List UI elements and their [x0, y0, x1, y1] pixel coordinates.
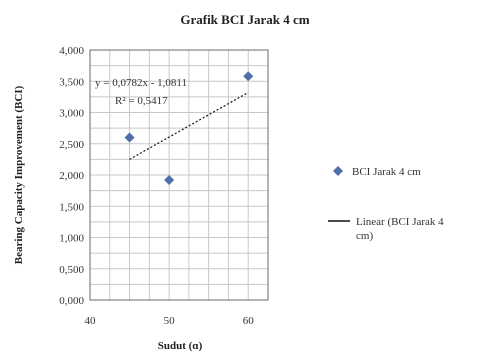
- y-tick-label: 4,000: [59, 45, 84, 57]
- y-axis-ticks: 0,000 0,500 1,000 1,500 2,000 2,500 3,000 3,500…: [59, 45, 84, 307]
- x-axis-ticks: 40 50 60: [85, 315, 255, 327]
- y-tick-label: 1,500: [59, 201, 84, 213]
- y-tick-label: 0,000: [59, 295, 84, 307]
- y-tick-label: 0,500: [59, 264, 84, 276]
- data-point: [164, 175, 175, 185]
- x-axis-label: Sudut (ɑ): [158, 340, 203, 352]
- chart-title: Grafik BCI Jarak 4 cm: [180, 12, 309, 27]
- legend-marker-diamond: [333, 166, 343, 176]
- y-tick-label: 3,000: [59, 108, 84, 120]
- trendline-path: [129, 91, 249, 160]
- x-tick-label: 60: [243, 315, 255, 327]
- data-point: [124, 132, 135, 143]
- legend-item-trendline: Linear (BCI Jarak 4 cm): [356, 216, 446, 242]
- data-points: [124, 71, 254, 185]
- x-tick-label: 40: [85, 315, 97, 327]
- legend: BCI Jarak 4 cm Linear (BCI Jarak 4 cm): [328, 166, 446, 242]
- trendline-r-squared: R² = 0,5417: [115, 95, 168, 107]
- y-axis-label: Bearing Capacity Improvement (BCI): [13, 85, 25, 264]
- data-point: [243, 71, 254, 82]
- plot-area: [89, 49, 269, 301]
- trendline: [129, 91, 249, 160]
- trendline-equation: y = 0,0782x - 1,0811: [95, 77, 187, 89]
- y-tick-label: 2,000: [59, 170, 84, 182]
- y-tick-label: 2,500: [59, 139, 84, 151]
- legend-item-series: BCI Jarak 4 cm: [352, 166, 421, 178]
- y-tick-label: 3,500: [59, 76, 84, 88]
- y-tick-label: 1,000: [59, 233, 84, 245]
- x-tick-label: 50: [164, 315, 176, 327]
